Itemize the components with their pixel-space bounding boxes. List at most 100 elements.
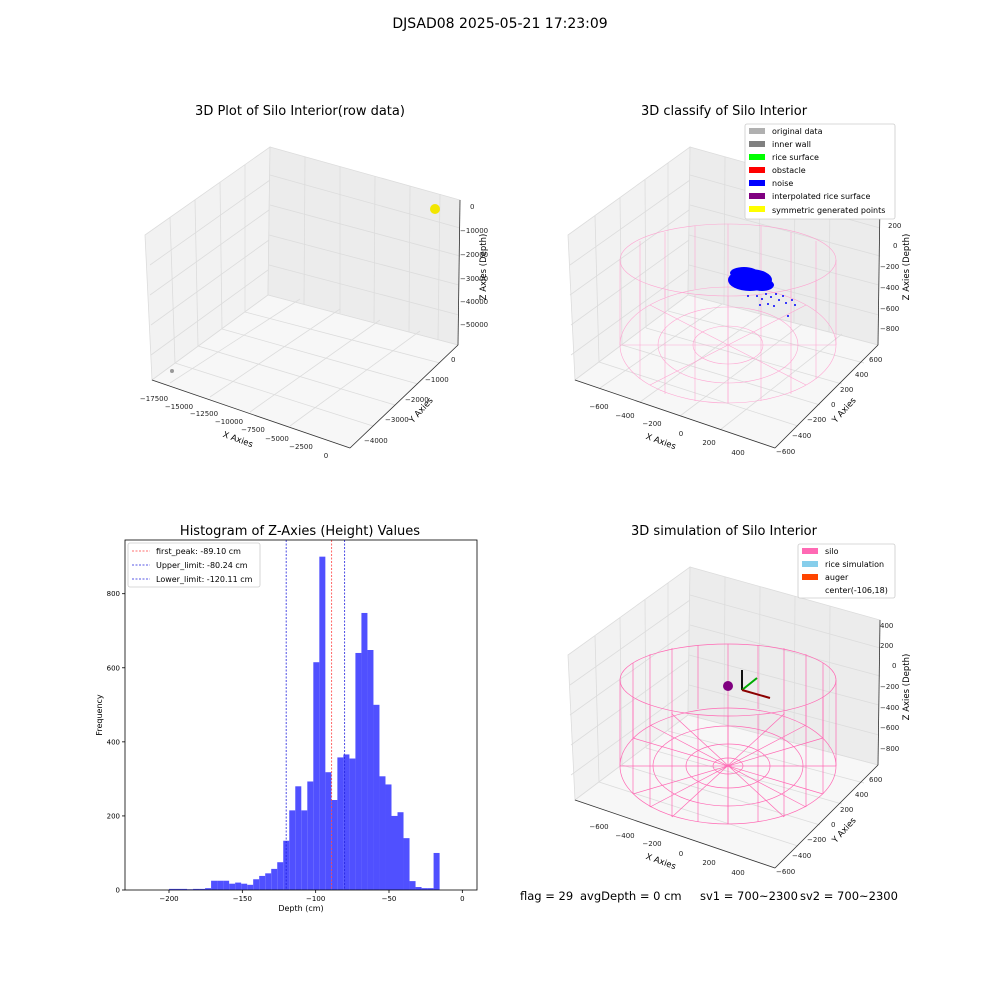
histogram-bar xyxy=(415,887,422,890)
p2-ytick: 200 xyxy=(840,386,853,394)
legend-label: original data xyxy=(772,127,823,136)
histogram-bar xyxy=(271,868,278,890)
histogram-bar xyxy=(301,810,308,890)
p2-ztick: −600 xyxy=(880,305,899,313)
histogram-bar xyxy=(367,650,374,890)
p1-ytick: −2000 xyxy=(405,396,429,404)
p4-ytick: −400 xyxy=(792,852,811,860)
p1-xtick: −5000 xyxy=(265,435,289,443)
p2-ztick: 0 xyxy=(893,242,897,250)
histogram-bars xyxy=(169,556,440,890)
p2-xtick: −600 xyxy=(589,403,608,411)
histogram-bar xyxy=(361,612,368,890)
hist-legend: first_peak: -89.10 cm Upper_limit: -80.2… xyxy=(127,542,261,588)
histogram-bar xyxy=(421,888,428,890)
p4-xtick: −600 xyxy=(589,823,608,831)
p4-ytick: 600 xyxy=(869,776,882,784)
p2-legend: original data inner wall rice surface ob… xyxy=(744,123,896,220)
p4-ytick: 400 xyxy=(855,791,868,799)
histogram-bar xyxy=(229,883,236,890)
histogram-bar xyxy=(223,880,230,890)
p4-xtick: 200 xyxy=(702,859,715,867)
histogram-bar xyxy=(307,781,314,890)
p4-xtick: −400 xyxy=(615,832,634,840)
legend-label: center(-106,18) xyxy=(825,586,888,595)
histogram-bar xyxy=(193,888,200,890)
legend-label: first_peak: -89.10 cm xyxy=(156,547,241,556)
auger-axes xyxy=(741,670,771,699)
histogram-vlines xyxy=(285,540,346,890)
p4-zlabel: Z Axies (Depth) xyxy=(902,654,912,721)
panel1-3d-plot: −17500 −15000 −12500 −10000 −7500 −5000 … xyxy=(140,146,489,460)
hist-xtick-label: −100 xyxy=(306,895,325,903)
histogram-frame xyxy=(124,539,478,891)
p1-xtick: −10000 xyxy=(215,418,243,426)
legend-label: interpolated rice surface xyxy=(772,192,870,201)
legend-swatch-auger xyxy=(802,574,818,580)
sv1-text: sv1 = 700~2300 xyxy=(700,889,798,903)
hist-ytick-label: 200 xyxy=(107,812,120,820)
legend-label: obstacle xyxy=(772,166,806,175)
panel1-title: 3D Plot of Silo Interior(row data) xyxy=(195,104,405,119)
legend-label: Upper_limit: -80.24 cm xyxy=(156,561,248,570)
silo-wireframe-4 xyxy=(619,643,837,825)
p1-zlabel: Z Axies (Depth) xyxy=(479,234,489,301)
rice-simulation-point xyxy=(723,681,733,691)
p4-ztick: 0 xyxy=(892,662,896,670)
p2-ytick: −600 xyxy=(776,448,795,456)
legend-label: rice simulation xyxy=(825,560,884,569)
histogram-bar xyxy=(397,812,404,890)
histogram-bar xyxy=(205,888,212,890)
p4-ztick: 400 xyxy=(880,622,893,630)
p1-ytick: −4000 xyxy=(364,437,388,445)
histogram-bar xyxy=(259,875,266,890)
p1-ztick: −50000 xyxy=(460,321,488,329)
hist-ytick-label: 600 xyxy=(107,664,120,672)
p1-xtick: −7500 xyxy=(241,426,265,434)
histogram-bar xyxy=(403,838,410,890)
p1-ztick: 0 xyxy=(470,203,474,211)
panel3-histogram: −200 −150 −100 −50 0 0 200 400 600 800 Depth (cm… xyxy=(95,539,478,913)
p1-xtick: −12500 xyxy=(190,410,218,418)
p4-ztick: −400 xyxy=(880,704,899,712)
histogram-bar xyxy=(433,852,440,890)
histogram-bar xyxy=(253,879,260,890)
hist-xtick-label: −200 xyxy=(159,895,178,903)
p2-xtick: −200 xyxy=(642,420,661,428)
p4-xlabel: X Axies xyxy=(644,852,677,872)
histogram-bar xyxy=(427,888,434,890)
panel2-title: 3D classify of Silo Interior xyxy=(640,104,808,119)
legend-swatch-original-data xyxy=(749,128,765,134)
p4-legend: silo rice simulation auger center(-106,1… xyxy=(797,543,896,599)
histogram-bar xyxy=(343,754,350,890)
histogram-bar xyxy=(319,556,326,890)
legend-swatch-noise xyxy=(749,180,765,186)
histogram-bar xyxy=(325,772,332,890)
histogram-bar xyxy=(247,884,254,890)
p2-ztick: −400 xyxy=(880,284,899,292)
histogram-bar xyxy=(181,888,188,890)
p2-ztick: −200 xyxy=(880,263,899,271)
p1-xtick: −15000 xyxy=(165,403,193,411)
legend-label: symmetric generated points xyxy=(772,206,885,215)
p4-ytick: −600 xyxy=(776,868,795,876)
panel3-title: Histogram of Z-Axies (Height) Values xyxy=(179,524,421,539)
histogram-bar xyxy=(295,786,302,890)
legend-label: rice surface xyxy=(772,153,819,162)
outlier-point xyxy=(170,369,174,373)
p1-ztick: −40000 xyxy=(460,298,488,306)
histogram-bar xyxy=(241,883,248,890)
histogram-bar xyxy=(409,881,416,890)
histogram-bar xyxy=(169,888,176,890)
histogram-bar xyxy=(313,662,320,890)
histogram-bar xyxy=(217,880,224,890)
p1-ztick: −10000 xyxy=(460,227,488,235)
histogram-bar xyxy=(199,888,206,890)
avg-depth-text: avgDepth = 0 cm xyxy=(580,889,682,903)
p4-ytick: 200 xyxy=(840,806,853,814)
histogram-bar xyxy=(385,784,392,890)
p2-xtick: 200 xyxy=(702,439,715,447)
p1-ytick: −3000 xyxy=(385,416,409,424)
histogram-bar xyxy=(349,758,356,890)
histogram-bar xyxy=(373,704,380,890)
